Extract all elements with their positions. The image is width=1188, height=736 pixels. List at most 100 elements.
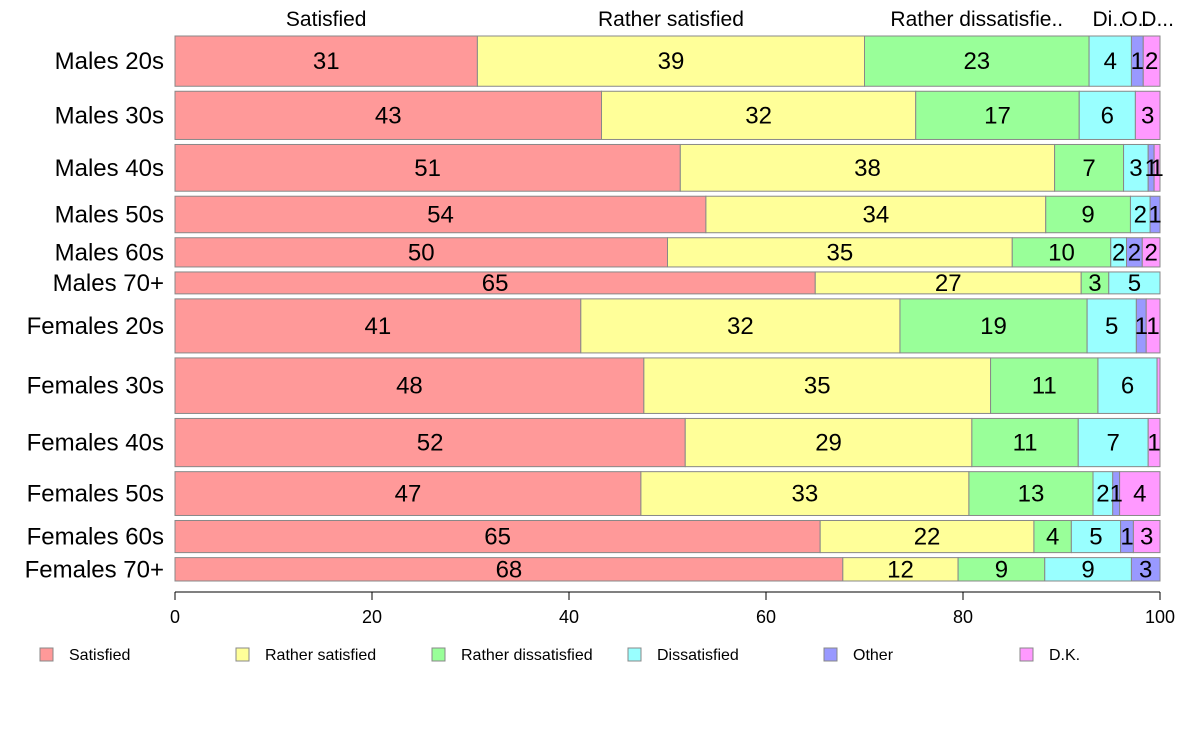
data-label-females-30s-rather-dissatisfied: 11 <box>1032 373 1057 400</box>
data-label-males-60s-rather-satisfied: 35 <box>827 239 854 266</box>
x-tick-label-40: 40 <box>559 607 579 627</box>
bar-females-20s-d-k <box>1145 298 1161 354</box>
data-label-females-20s-dissatisfied: 5 <box>1105 313 1118 340</box>
top-category-labels: Satisfied Rather satisfied Rather dissatis… <box>286 8 1174 31</box>
data-label-males-20s-satisfied: 31 <box>313 48 340 75</box>
legend-label-dissatisfied: Dissatisfied <box>657 647 739 664</box>
data-label-males-40s-d-k: 1 <box>1150 155 1163 182</box>
data-label-females-20s-rather-satisfied: 32 <box>727 313 754 340</box>
row-label-males-50s: Males 50s <box>55 201 164 228</box>
legend-label-satisfied: Satisfied <box>69 647 130 664</box>
data-label-females-70-rather-dissatisfied: 9 <box>995 556 1008 583</box>
data-label-males-70-rather-dissatisfied: 3 <box>1088 270 1101 297</box>
data-label-females-50s-satisfied: 47 <box>395 481 422 508</box>
row-label-males-40s: Males 40s <box>55 155 164 182</box>
data-label-females-40s-dissatisfied: 7 <box>1107 430 1120 457</box>
data-label-females-40s-rather-dissatisfied: 11 <box>1013 430 1038 457</box>
data-label-females-50s-rather-dissatisfied: 13 <box>1018 481 1045 508</box>
bar-males-30s-dissatisfied <box>1078 90 1136 140</box>
bar-males-50s-satisfied <box>174 195 707 234</box>
bar-males-30s-rather-satisfied <box>601 90 917 140</box>
data-label-males-20s-rather-satisfied: 39 <box>658 48 685 75</box>
legend-label-rather-dissatisfied: Rather dissatisfied <box>461 647 593 664</box>
legend-swatch-satisfied <box>39 647 54 662</box>
row-label-females-60s: Females 60s <box>27 524 164 551</box>
data-label-males-30s-rather-dissatisfied: 17 <box>984 102 1011 129</box>
legend-label-d-k: D.K. <box>1049 647 1080 664</box>
row-labels-group: Males 20s Males 30s Males 40s Males 50s Male… <box>25 48 164 583</box>
bar-females-20s-rather-satisfied <box>580 298 901 354</box>
data-label-males-40s-rather-dissatisfied: 7 <box>1082 155 1095 182</box>
bar-males-40s-satisfied <box>174 143 681 192</box>
bar-males-50s-rather-dissatisfied <box>1045 195 1131 234</box>
top-label-other: O.. <box>1121 8 1149 31</box>
row-label-males-30s: Males 30s <box>55 102 164 129</box>
bar-males-60s-d-k <box>1141 237 1161 268</box>
data-label-males-20s-other: 1 <box>1131 48 1144 75</box>
data-label-females-60s-other: 1 <box>1120 524 1133 551</box>
legend-swatch-rather-dissatisfied <box>431 647 446 662</box>
bar-females-40s-rather-dissatisfied <box>971 417 1079 468</box>
bar-females-50s-rather-dissatisfied <box>968 471 1094 516</box>
bar-females-40s-d-k <box>1147 417 1161 468</box>
data-label-females-40s-satisfied: 52 <box>417 430 444 457</box>
bar-females-30s-d-k <box>1156 357 1161 414</box>
bar-females-20s-dissatisfied <box>1086 298 1137 354</box>
bar-males-60s-rather-dissatisfied <box>1011 237 1112 268</box>
data-label-females-30s-satisfied: 48 <box>396 373 423 400</box>
bar-males-30s-d-k <box>1134 90 1161 140</box>
row-label-females-40s: Females 40s <box>27 430 164 457</box>
bar-males-70-dissatisfied <box>1108 271 1161 295</box>
bar-males-40s-rather-satisfied <box>679 143 1056 192</box>
bar-males-20s-rather-satisfied <box>476 35 865 87</box>
data-label-females-50s-rather-satisfied: 33 <box>792 481 819 508</box>
data-label-males-40s-other: 1 <box>1144 155 1157 182</box>
data-label-males-30s-d-k: 3 <box>1141 102 1154 129</box>
legend: Satisfied Rather satisfied Rather dissatis… <box>39 647 1080 664</box>
x-tick-label-20: 20 <box>362 607 382 627</box>
data-label-males-70-dissatisfied: 5 <box>1128 270 1141 297</box>
data-label-females-60s-rather-dissatisfied: 4 <box>1046 524 1059 551</box>
bar-males-50s-rather-satisfied <box>705 195 1047 234</box>
bar-males-60s-rather-satisfied <box>667 237 1013 268</box>
top-label-satisfied: Satisfied <box>286 8 367 31</box>
data-label-females-40s-rather-satisfied: 29 <box>815 430 842 457</box>
data-label-females-30s-rather-satisfied: 35 <box>804 373 831 400</box>
data-label-females-20s-d-k: 1 <box>1146 313 1159 340</box>
bar-females-30s-rather-dissatisfied <box>990 357 1099 414</box>
bar-males-30s-satisfied <box>174 90 603 140</box>
data-label-males-40s-rather-satisfied: 38 <box>854 155 881 182</box>
legend-swatch-other <box>823 647 838 662</box>
data-label-males-50s-dissatisfied: 2 <box>1134 201 1147 228</box>
bar-females-50s-rather-satisfied <box>640 471 970 516</box>
bar-females-20s-satisfied <box>174 298 582 354</box>
top-label-rather-dissatisfied: Rather dissatisfie.. <box>890 8 1063 31</box>
data-label-males-30s-dissatisfied: 6 <box>1101 102 1114 129</box>
row-label-males-70: Males 70+ <box>53 270 164 297</box>
legend-swatch-d-k <box>1019 647 1034 662</box>
data-label-males-50s-rather-dissatisfied: 9 <box>1081 201 1094 228</box>
legend-label-rather-satisfied: Rather satisfied <box>265 647 376 664</box>
bar-females-30s-dissatisfied <box>1097 357 1158 414</box>
legend-label-other: Other <box>853 647 894 664</box>
data-label-males-30s-rather-satisfied: 32 <box>745 102 772 129</box>
data-label-males-60s-rather-dissatisfied: 10 <box>1048 239 1075 266</box>
data-label-females-50s-d-k: 4 <box>1133 481 1146 508</box>
row-label-females-20s: Females 20s <box>27 313 164 340</box>
row-label-males-60s: Males 60s <box>55 239 164 266</box>
data-label-males-40s-satisfied: 51 <box>414 155 441 182</box>
bar-females-60s-rather-satisfied <box>819 519 1035 554</box>
top-label-rather-satisfied: Rather satisfied <box>598 8 744 31</box>
bar-males-30s-rather-dissatisfied <box>915 90 1080 140</box>
data-label-males-20s-rather-dissatisfied: 23 <box>963 48 990 75</box>
bar-females-40s-satisfied <box>174 417 686 468</box>
data-label-males-50s-other: 1 <box>1148 201 1161 228</box>
data-label-males-60s-other: 2 <box>1128 239 1141 266</box>
bar-females-70-other <box>1130 557 1161 582</box>
row-label-females-70: Females 70+ <box>25 556 164 583</box>
data-label-females-20s-other: 1 <box>1135 313 1148 340</box>
bar-females-50s-satisfied <box>174 471 642 516</box>
bar-males-40s-d-k <box>1153 143 1161 192</box>
legend-swatch-dissatisfied <box>627 647 642 662</box>
